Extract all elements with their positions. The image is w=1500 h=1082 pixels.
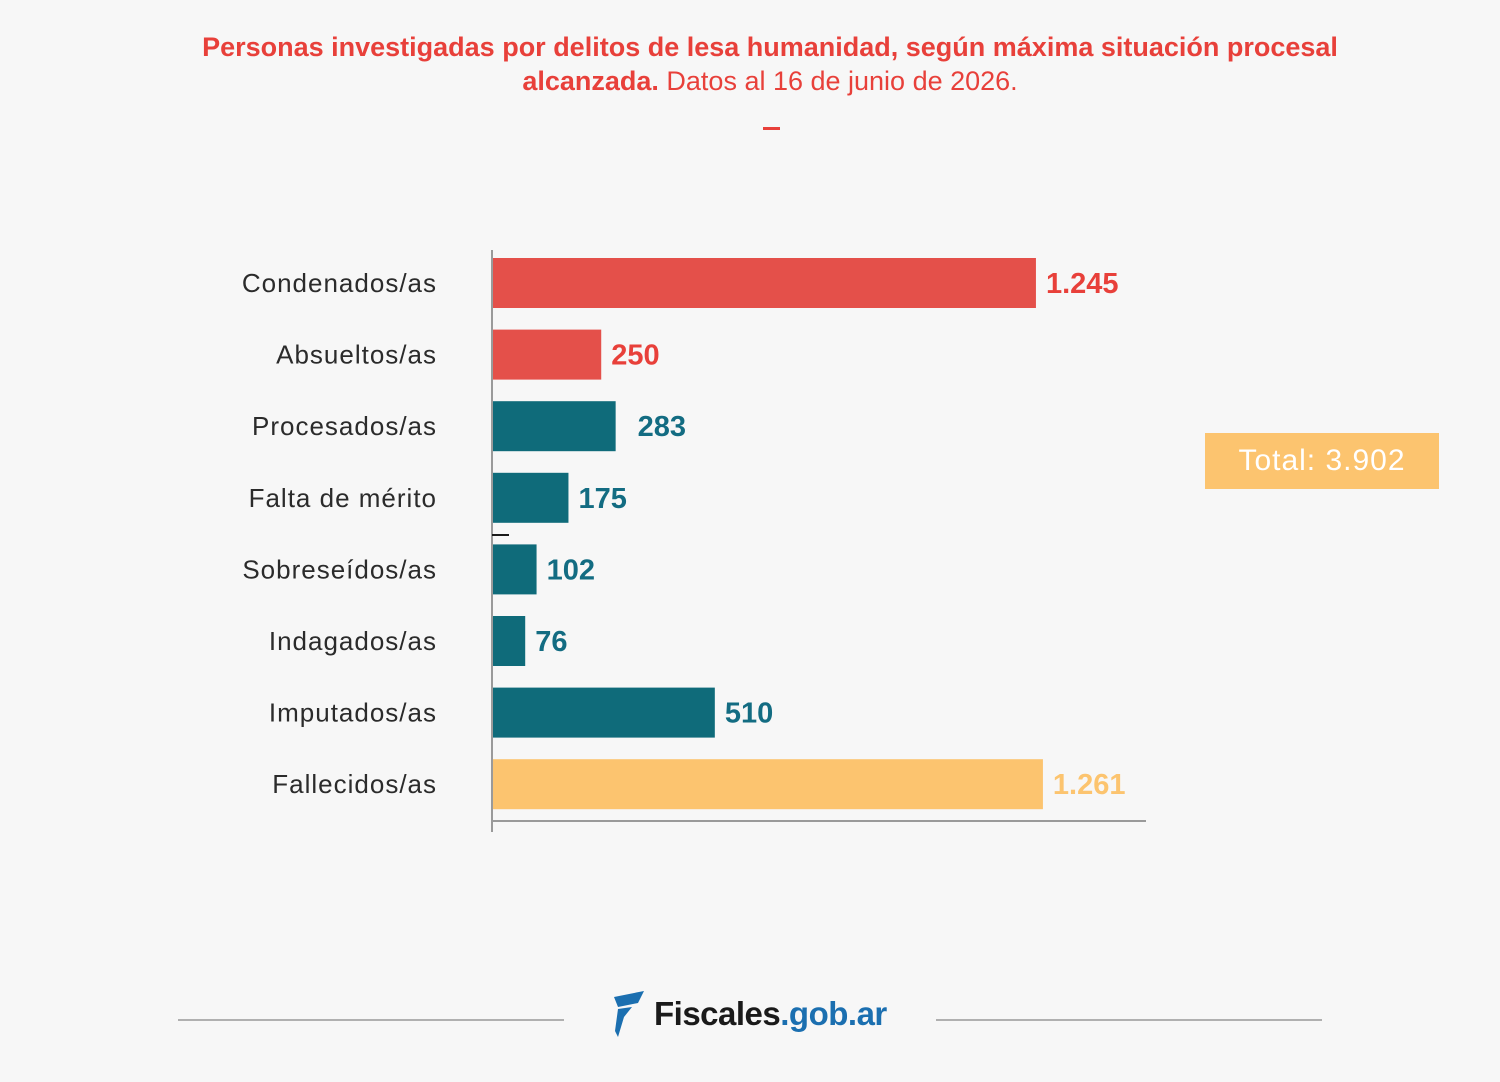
logo-name: Fiscales — [654, 995, 781, 1032]
chart-title: Personas investigadas por delitos de les… — [150, 30, 1390, 98]
value-label: 283 — [638, 411, 686, 443]
bar-2 — [492, 329, 602, 380]
bar-7 — [492, 687, 715, 738]
bar-6 — [492, 616, 526, 666]
bars-group: Condenados/as 1.245 Absueltos/as 250 Procesa… — [242, 258, 1126, 810]
bar-8 — [492, 759, 1043, 810]
logo-domain: .gob.ar — [780, 995, 887, 1032]
value-label: 102 — [547, 554, 595, 586]
category-label: Absueltos/as — [276, 340, 437, 370]
title-main: Personas investigadas por delitos de les… — [202, 32, 1338, 96]
category-label: Falta de mérito — [249, 483, 437, 513]
category-label: Condenados/as — [242, 268, 437, 298]
category-label: Procesados/as — [252, 411, 437, 441]
fiscales-flag-icon — [614, 991, 644, 1037]
category-label: Sobreseídos/as — [242, 554, 437, 584]
bar-3 — [492, 401, 616, 452]
value-label: 1.245 — [1046, 268, 1119, 300]
logo-text: Fiscales.gob.ar — [654, 995, 887, 1033]
value-label: 250 — [611, 340, 659, 372]
category-label: Fallecidos/as — [272, 769, 437, 799]
footer-divider-right — [936, 1019, 1322, 1021]
category-label: Indagados/as — [269, 626, 437, 656]
value-label: 1.261 — [1053, 769, 1126, 801]
bar-4 — [492, 472, 569, 523]
fiscales-logo: Fiscales.gob.ar — [612, 990, 887, 1038]
category-label: Imputados/as — [269, 698, 437, 728]
value-label: 76 — [535, 626, 567, 658]
value-label: 510 — [725, 698, 773, 730]
total-badge: Total: 3.902 — [1205, 433, 1439, 489]
title-dash-decoration — [763, 127, 780, 130]
bar-1 — [492, 258, 1036, 308]
bar-5 — [492, 544, 537, 595]
footer-divider-left — [178, 1019, 564, 1021]
title-date: Datos al 16 de junio de 2026. — [666, 66, 1018, 96]
value-label: 175 — [578, 483, 626, 515]
